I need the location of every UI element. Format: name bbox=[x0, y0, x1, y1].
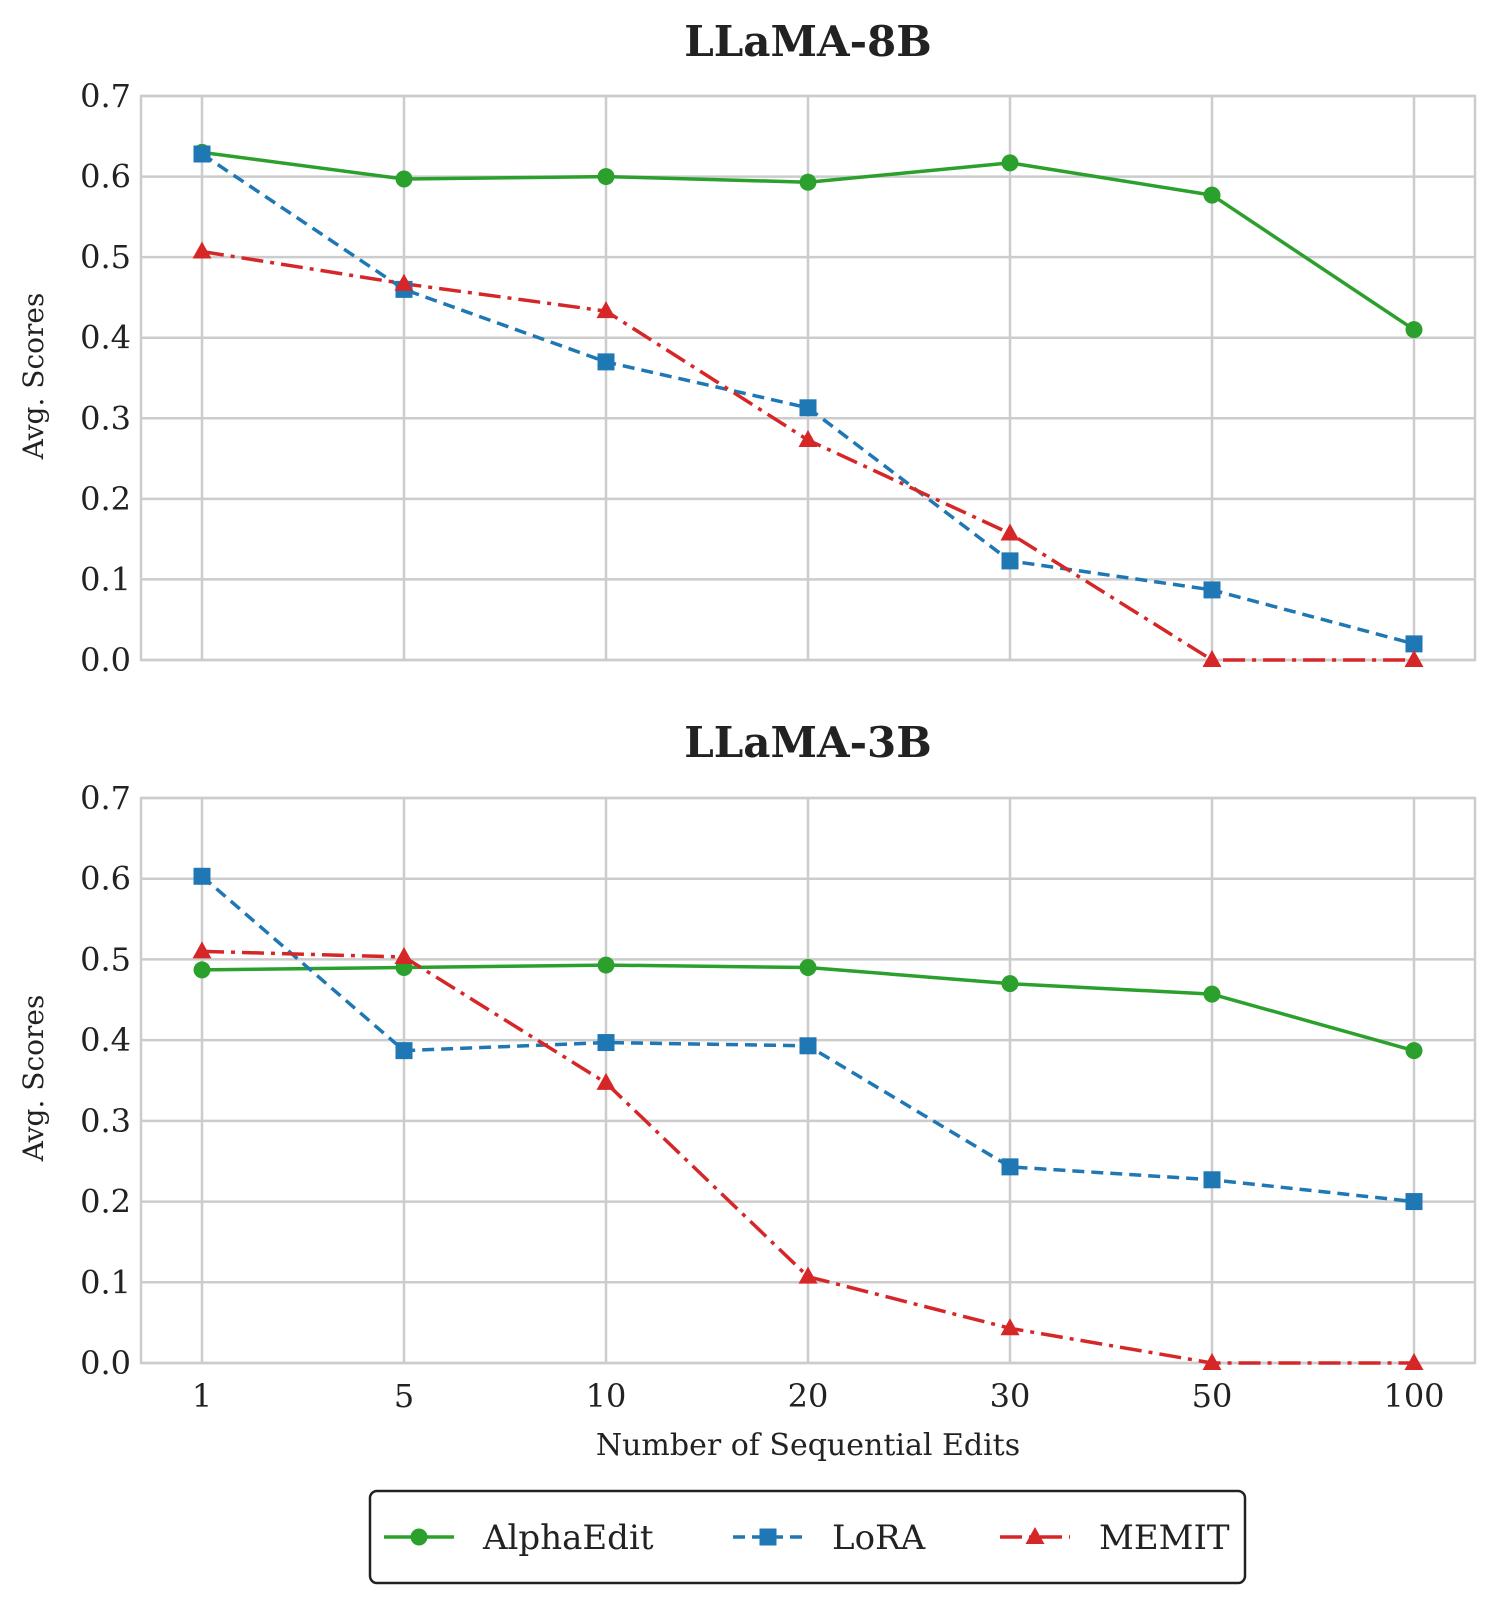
data-point-memit bbox=[1202, 650, 1222, 667]
y-tick-label: 0.3 bbox=[80, 399, 131, 437]
data-point-alphaedit bbox=[193, 961, 211, 979]
y-tick-label: 0.5 bbox=[80, 238, 131, 276]
x-tick-label: 50 bbox=[1192, 1377, 1233, 1415]
data-point-lora bbox=[395, 1042, 413, 1060]
x-tick-label: 10 bbox=[586, 1377, 627, 1415]
data-point-lora bbox=[193, 867, 211, 885]
y-tick-label: 0.6 bbox=[80, 158, 131, 196]
y-tick-label: 0.4 bbox=[80, 1021, 131, 1059]
x-tick-label: 5 bbox=[394, 1377, 414, 1415]
data-point-alphaedit bbox=[1203, 985, 1221, 1003]
chart-llama-8b: LLaMA-8B Avg. Scores 0.0 0.1 0.2 0.3 0.4 0.5 0… bbox=[17, 17, 1477, 679]
data-point-alphaedit bbox=[597, 168, 615, 186]
legend-label: AlphaEdit bbox=[482, 1518, 654, 1558]
y-tick-label: 0.1 bbox=[80, 560, 131, 598]
y-tick-label: 0.7 bbox=[80, 779, 131, 817]
data-point-lora bbox=[1001, 1158, 1019, 1176]
data-point-alphaedit bbox=[799, 173, 817, 191]
x-tick-label: 1 bbox=[192, 1377, 212, 1415]
legend-label: LoRA bbox=[832, 1518, 926, 1558]
data-point-lora bbox=[597, 353, 615, 371]
x-tick-label: 20 bbox=[788, 1377, 829, 1415]
data-point-alphaedit bbox=[1203, 186, 1221, 204]
x-axis-label: Number of Sequential Edits bbox=[596, 1428, 1020, 1463]
y-tick-label: 0.2 bbox=[80, 480, 131, 518]
y-tick-label: 0.0 bbox=[80, 641, 131, 679]
data-point-memit bbox=[1404, 650, 1424, 667]
plot-frame bbox=[139, 94, 1477, 662]
chart-llama-3b: LLaMA-3B Avg. Scores 0.0 0.1 0.2 0.3 0.4 0.5 0… bbox=[17, 718, 1477, 1463]
legend-marker bbox=[1025, 1527, 1045, 1544]
chart-title: LLaMA-3B bbox=[684, 718, 932, 767]
legend: AlphaEdit LoRA MEMIT bbox=[368, 1489, 1247, 1585]
y-axis-label: Avg. Scores bbox=[17, 995, 50, 1163]
data-point-lora bbox=[799, 399, 817, 417]
data-point-alphaedit bbox=[395, 170, 413, 188]
y-tick-label: 0.5 bbox=[80, 940, 131, 978]
data-point-memit bbox=[394, 273, 414, 291]
data-point-memit bbox=[798, 430, 818, 448]
data-point-memit bbox=[1000, 1318, 1020, 1336]
data-point-memit bbox=[1404, 1353, 1424, 1370]
legend-marker bbox=[759, 1528, 777, 1546]
data-point-memit bbox=[192, 241, 212, 259]
data-point-alphaedit bbox=[1001, 975, 1019, 993]
data-point-memit bbox=[1202, 1353, 1222, 1370]
y-tick-label: 0.7 bbox=[80, 77, 131, 115]
y-tick-label: 0.6 bbox=[80, 860, 131, 898]
data-point-lora bbox=[1001, 552, 1019, 570]
plot-frame bbox=[139, 796, 1477, 1365]
data-point-lora bbox=[597, 1034, 615, 1052]
data-point-memit bbox=[798, 1266, 818, 1284]
data-point-alphaedit bbox=[597, 956, 615, 974]
legend-entry-alphaedit: AlphaEdit bbox=[384, 1518, 654, 1558]
data-point-alphaedit bbox=[1001, 154, 1019, 172]
data-point-lora bbox=[193, 145, 211, 163]
data-point-lora bbox=[1203, 1171, 1221, 1189]
data-point-memit bbox=[1000, 523, 1020, 541]
x-tick-label: 30 bbox=[990, 1377, 1031, 1415]
data-point-alphaedit bbox=[1405, 321, 1423, 339]
y-tick-label: 0.0 bbox=[80, 1344, 131, 1382]
data-point-alphaedit bbox=[1405, 1042, 1423, 1060]
data-point-lora bbox=[1203, 581, 1221, 599]
legend-entry-lora: LoRA bbox=[733, 1518, 926, 1558]
data-point-memit bbox=[394, 947, 414, 965]
x-tick-label: 100 bbox=[1383, 1377, 1444, 1415]
y-tick-label: 0.4 bbox=[80, 319, 131, 357]
data-point-lora bbox=[1405, 1193, 1423, 1211]
chart-title: LLaMA-8B bbox=[684, 17, 932, 66]
data-point-memit bbox=[596, 301, 616, 319]
data-point-alphaedit bbox=[799, 959, 817, 976]
legend-frame bbox=[368, 1489, 1247, 1585]
data-point-lora bbox=[1405, 635, 1423, 653]
data-point-memit bbox=[596, 1072, 616, 1090]
y-tick-label: 0.3 bbox=[80, 1102, 131, 1140]
y-axis-label: Avg. Scores bbox=[17, 293, 50, 461]
legend-marker bbox=[410, 1528, 428, 1546]
y-tick-label: 0.1 bbox=[80, 1263, 131, 1301]
legend-entry-memit: MEMIT bbox=[1000, 1518, 1230, 1558]
data-point-memit bbox=[192, 941, 212, 959]
legend-label: MEMIT bbox=[1099, 1518, 1230, 1558]
data-point-lora bbox=[799, 1037, 817, 1055]
y-tick-label: 0.2 bbox=[80, 1183, 131, 1221]
